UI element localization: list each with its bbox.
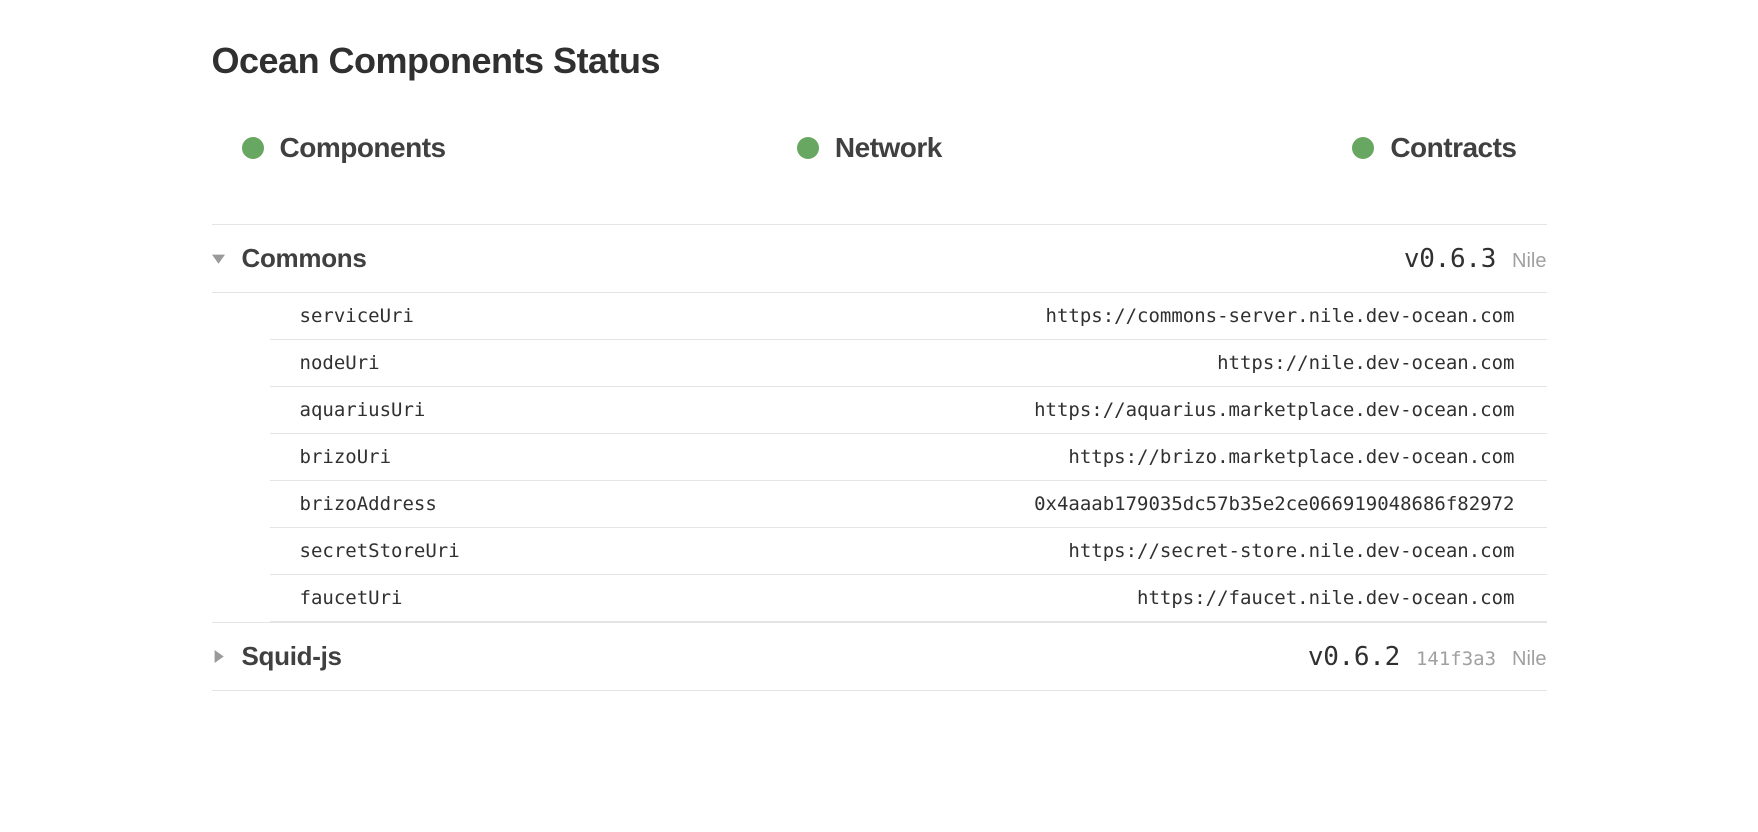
chevron-down-icon[interactable] [212, 252, 242, 265]
component-meta: v0.6.3 Nile [1404, 244, 1547, 274]
page-title: Ocean Components Status [212, 40, 1547, 82]
component-section: Squid-jsv0.6.2 141f3a3 Nile [212, 622, 1547, 691]
component-network: Nile [1512, 250, 1546, 273]
detail-value: https://faucet.nile.dev-ocean.com [1137, 587, 1515, 609]
detail-row: faucetUri https://faucet.nile.dev-ocean.c… [270, 575, 1547, 622]
detail-rows: serviceUri https://commons-server.nile.de… [270, 293, 1547, 622]
detail-row: brizoAddress 0x4aaab179035dc57b35e2ce0669… [270, 481, 1547, 528]
status-dot-icon [797, 137, 819, 159]
detail-row: nodeUri https://nile.dev-ocean.com [270, 340, 1547, 387]
detail-row: secretStoreUri https://secret-store.nile.… [270, 528, 1547, 575]
component-network: Nile [1512, 648, 1546, 671]
component-section: Commonsv0.6.3 Nile serviceUri https://commo… [212, 224, 1547, 622]
component-meta: v0.6.2 141f3a3 Nile [1308, 642, 1547, 672]
main-container: Ocean Components Status Components Netwo… [182, 0, 1577, 731]
component-header[interactable]: Commonsv0.6.3 Nile [212, 225, 1547, 293]
detail-key: aquariusUri [300, 399, 426, 421]
component-hash: 141f3a3 [1416, 648, 1496, 670]
detail-key: secretStoreUri [300, 540, 460, 562]
detail-key: serviceUri [300, 305, 414, 327]
detail-value: https://commons-server.nile.dev-ocean.co… [1046, 305, 1515, 327]
detail-value: https://nile.dev-ocean.com [1217, 352, 1514, 374]
detail-key: faucetUri [300, 587, 403, 609]
status-group-contracts: Contracts [1352, 132, 1516, 164]
component-name: Squid-js [242, 641, 1308, 672]
detail-key: brizoAddress [300, 493, 437, 515]
detail-row: aquariusUri https://aquarius.marketplace.… [270, 387, 1547, 434]
detail-row: brizoUri https://brizo.marketplace.dev-oc… [270, 434, 1547, 481]
detail-value: 0x4aaab179035dc57b35e2ce066919048686f829… [1034, 493, 1514, 515]
status-indicator-row: Components Network Contracts [212, 132, 1547, 164]
detail-value: https://secret-store.nile.dev-ocean.com [1068, 540, 1514, 562]
status-dot-icon [1352, 137, 1374, 159]
chevron-right-icon[interactable] [212, 650, 242, 663]
detail-value: https://brizo.marketplace.dev-ocean.com [1068, 446, 1514, 468]
components-list: Commonsv0.6.3 Nile serviceUri https://commo… [212, 224, 1547, 691]
detail-row: serviceUri https://commons-server.nile.de… [270, 293, 1547, 340]
detail-key: nodeUri [300, 352, 380, 374]
status-group-components: Components [242, 132, 797, 164]
detail-key: brizoUri [300, 446, 392, 468]
status-label: Components [280, 132, 446, 164]
status-group-network: Network [797, 132, 1352, 164]
component-header[interactable]: Squid-jsv0.6.2 141f3a3 Nile [212, 623, 1547, 691]
status-dot-icon [242, 137, 264, 159]
component-name: Commons [242, 243, 1404, 274]
component-version: v0.6.2 [1308, 642, 1400, 672]
status-label: Network [835, 132, 942, 164]
detail-value: https://aquarius.marketplace.dev-ocean.c… [1034, 399, 1514, 421]
status-label: Contracts [1390, 132, 1516, 164]
component-version: v0.6.3 [1404, 244, 1496, 274]
